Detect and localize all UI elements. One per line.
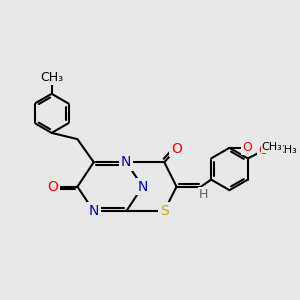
Text: N: N bbox=[121, 155, 131, 169]
Text: CH₃: CH₃ bbox=[40, 71, 63, 84]
Text: O: O bbox=[242, 141, 252, 154]
Text: CH₃: CH₃ bbox=[261, 142, 282, 152]
Text: N: N bbox=[137, 180, 148, 194]
Text: O: O bbox=[171, 142, 182, 156]
Text: S: S bbox=[160, 204, 169, 218]
Text: N: N bbox=[88, 204, 99, 218]
Text: O: O bbox=[258, 144, 268, 157]
Text: CH₃: CH₃ bbox=[277, 145, 298, 155]
Text: O: O bbox=[48, 180, 58, 194]
Text: H: H bbox=[199, 188, 208, 201]
